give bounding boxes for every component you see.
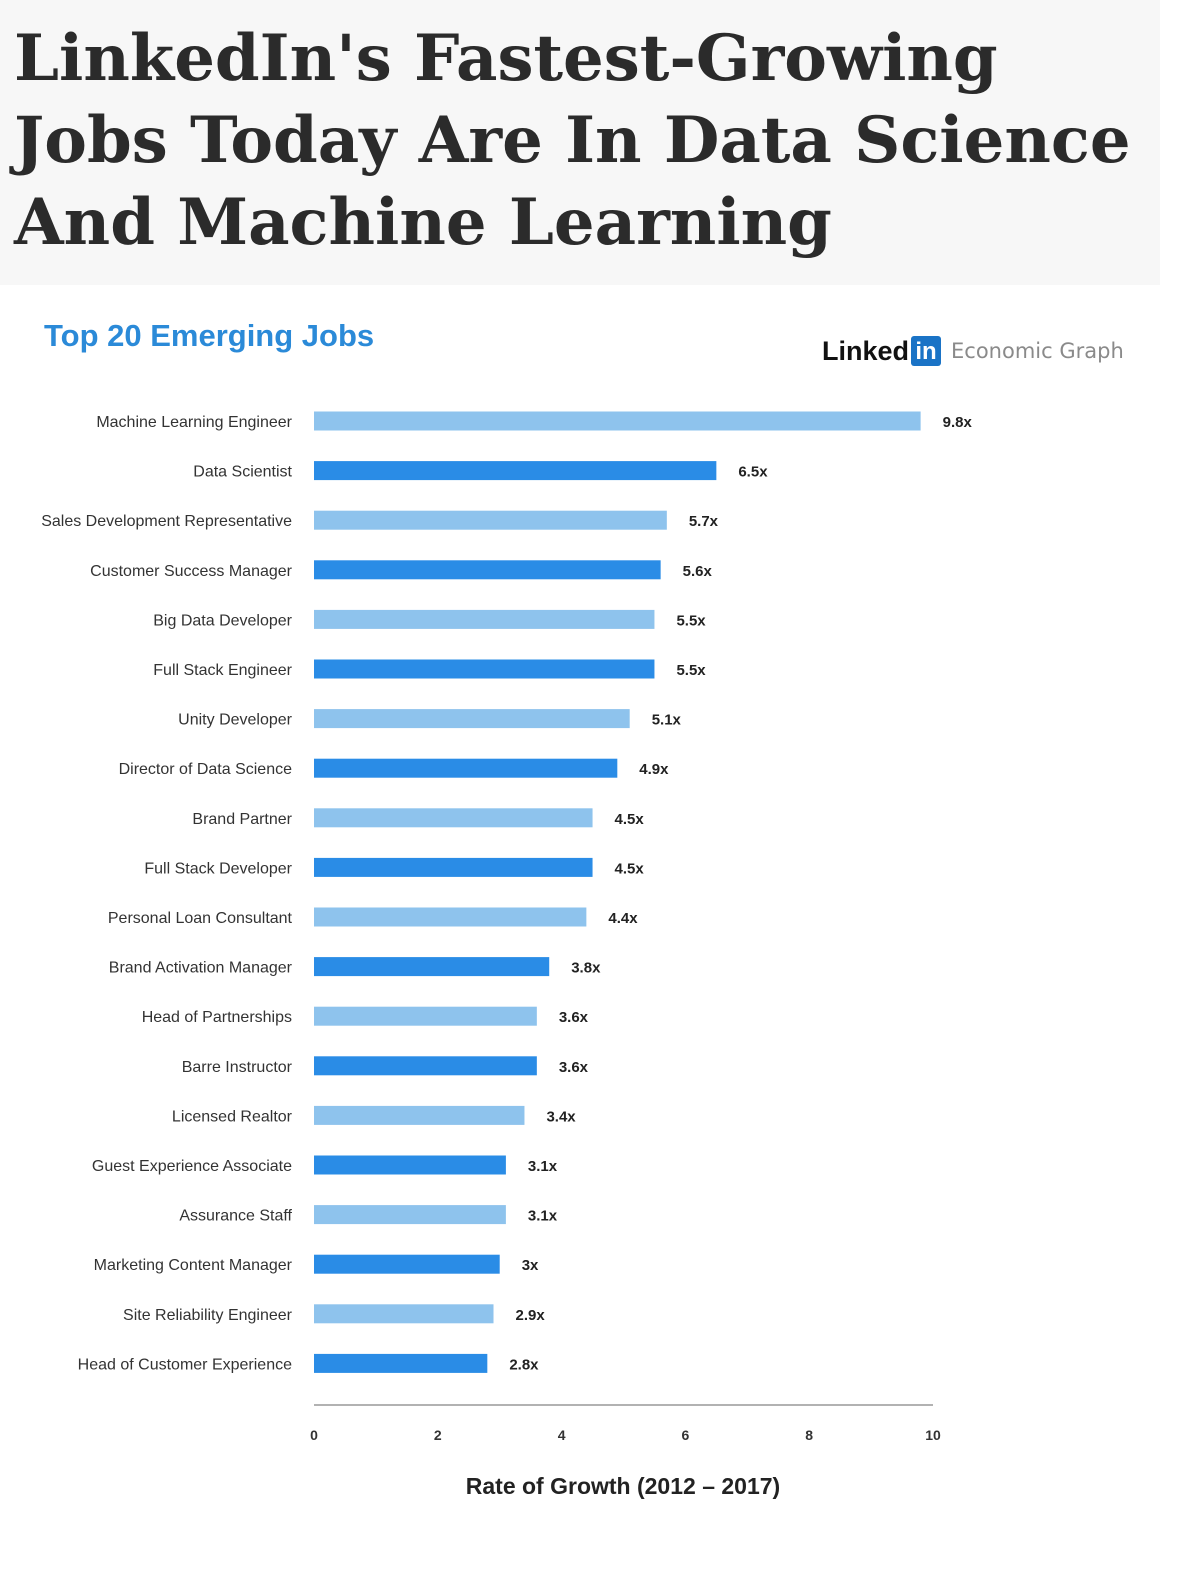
linkedin-economic-graph-logo: Linked in Economic Graph — [822, 333, 1124, 369]
category-label: Sales Development Representative — [41, 513, 292, 530]
bar — [314, 1105, 525, 1125]
value-label: 4.9x — [639, 761, 669, 778]
category-label: Big Data Developer — [153, 612, 292, 629]
logo-subtitle: Economic Graph — [951, 339, 1124, 363]
category-label: Guest Experience Associate — [92, 1158, 292, 1175]
value-label: 5.7x — [689, 513, 719, 530]
category-label: Personal Loan Consultant — [108, 910, 293, 927]
bar — [314, 609, 655, 629]
x-tick-label: 2 — [434, 1427, 442, 1443]
category-label: Full Stack Engineer — [153, 662, 292, 679]
value-label: 3.8x — [571, 960, 601, 977]
category-label: Customer Success Manager — [90, 563, 293, 580]
bar — [314, 659, 655, 679]
category-label: Machine Learning Engineer — [96, 414, 292, 431]
bars-group: Machine Learning Engineer 9.8x Data Scient… — [41, 411, 973, 1373]
category-label: Full Stack Developer — [144, 860, 292, 877]
value-label: 3.1x — [528, 1208, 558, 1225]
category-label: Brand Partner — [192, 811, 292, 828]
chart-title: Top 20 Emerging Jobs — [44, 318, 375, 353]
value-label: 5.5x — [676, 662, 706, 679]
bar — [314, 1353, 488, 1373]
x-tick-label: 0 — [310, 1427, 318, 1443]
category-label: Marketing Content Manager — [94, 1257, 293, 1274]
bar — [314, 957, 550, 977]
headline-band — [0, 0, 1160, 285]
bar — [314, 857, 593, 877]
value-label: 6.5x — [738, 464, 768, 481]
bar — [314, 1155, 506, 1175]
category-label: Head of Partnerships — [142, 1009, 292, 1026]
bar — [314, 510, 667, 530]
bar — [314, 461, 717, 481]
x-axis-title: Rate of Growth (2012 – 2017) — [466, 1473, 780, 1499]
bar — [314, 1254, 500, 1274]
value-label: 3.6x — [559, 1059, 589, 1076]
value-label: 9.8x — [943, 414, 973, 431]
x-tick-label: 8 — [805, 1427, 813, 1443]
bar — [314, 1056, 537, 1076]
category-label: Head of Customer Experience — [78, 1356, 292, 1373]
category-label: Data Scientist — [193, 464, 292, 481]
category-label: Site Reliability Engineer — [123, 1307, 293, 1324]
bar — [314, 1304, 494, 1324]
x-tick-label: 6 — [682, 1427, 690, 1443]
bar — [314, 709, 630, 729]
bar — [314, 1205, 506, 1225]
page-headline: LinkedIn's Fastest-Growing Jobs Today Ar… — [14, 21, 1131, 260]
value-label: 3.6x — [559, 1009, 589, 1026]
value-label: 2.9x — [516, 1307, 546, 1324]
linkedin-in-icon: in — [911, 336, 942, 366]
bar — [314, 411, 921, 431]
bar — [314, 907, 587, 927]
x-tick-label: 10 — [925, 1427, 941, 1443]
value-label: 4.5x — [615, 811, 645, 828]
logo-wordmark-linked: Linked — [822, 335, 910, 366]
x-tick-label: 4 — [558, 1427, 566, 1443]
category-label: Brand Activation Manager — [109, 960, 293, 977]
value-label: 4.5x — [615, 860, 645, 877]
category-label: Licensed Realtor — [172, 1108, 293, 1125]
category-label: Barre Instructor — [182, 1059, 293, 1076]
category-label: Assurance Staff — [179, 1208, 292, 1225]
category-label: Director of Data Science — [119, 761, 293, 778]
bar — [314, 808, 593, 828]
value-label: 5.5x — [676, 612, 706, 629]
value-label: 3.1x — [528, 1158, 558, 1175]
category-label: Unity Developer — [178, 712, 293, 729]
bar — [314, 560, 661, 580]
bar — [314, 758, 618, 778]
value-label: 5.6x — [683, 563, 713, 580]
value-label: 2.8x — [509, 1356, 539, 1373]
bar — [314, 1006, 537, 1026]
value-label: 3.4x — [546, 1108, 576, 1125]
value-label: 4.4x — [608, 910, 638, 927]
x-ticks-group: 0 2 4 6 8 10 — [310, 1427, 941, 1443]
value-label: 3x — [522, 1257, 539, 1274]
value-label: 5.1x — [652, 712, 682, 729]
